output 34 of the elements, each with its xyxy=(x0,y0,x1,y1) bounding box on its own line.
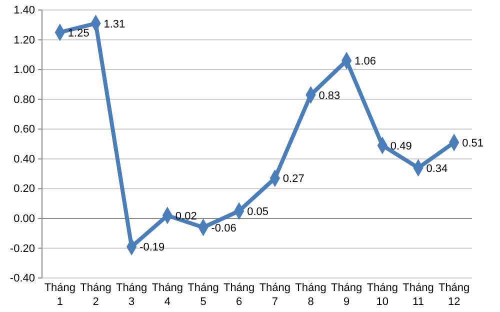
y-tick-label: -0.40 xyxy=(10,272,35,285)
y-tick-label: 0.60 xyxy=(14,124,35,136)
y-tick-label: 0.80 xyxy=(14,94,35,106)
data-label: 1.25 xyxy=(68,27,90,40)
y-tick-label: 0.20 xyxy=(14,183,35,196)
data-label: -0.06 xyxy=(211,222,236,234)
y-tick-label: -0.20 xyxy=(10,242,35,255)
y-tick-label: 1.20 xyxy=(14,34,35,46)
x-tick-label: Tháng 4 xyxy=(152,282,184,308)
x-tick-label: Tháng 5 xyxy=(188,282,219,308)
data-label: 0.05 xyxy=(247,206,269,218)
data-label: 0.49 xyxy=(390,140,412,152)
x-tick-label: Tháng 11 xyxy=(402,282,434,308)
x-tick-label: Tháng 6 xyxy=(223,282,255,308)
x-tick-label: Tháng 1 xyxy=(44,282,76,308)
data-label: 0.34 xyxy=(426,162,448,175)
x-tick-label: Tháng 7 xyxy=(259,282,291,308)
data-label: 1.06 xyxy=(354,56,376,68)
x-tick-label: Tháng 10 xyxy=(366,282,398,308)
data-label: 0.51 xyxy=(462,138,484,150)
y-tick-label: 0.00 xyxy=(14,212,35,225)
data-label: 0.27 xyxy=(282,173,304,186)
y-tick-label: 1.00 xyxy=(14,64,35,76)
data-label: 0.02 xyxy=(175,210,197,222)
data-label: 0.83 xyxy=(318,90,340,102)
x-tick-label: Tháng 2 xyxy=(80,282,112,308)
y-tick-label: 0.40 xyxy=(14,153,35,166)
x-tick-label: Tháng 8 xyxy=(295,282,326,308)
x-tick-label: Tháng 12 xyxy=(438,282,470,308)
data-label: -0.19 xyxy=(140,242,165,254)
x-tick-label: Tháng 9 xyxy=(330,282,362,308)
data-label: 1.31 xyxy=(104,18,126,30)
x-tick-label: Tháng 3 xyxy=(116,282,148,308)
y-tick-label: 1.40 xyxy=(14,4,35,17)
